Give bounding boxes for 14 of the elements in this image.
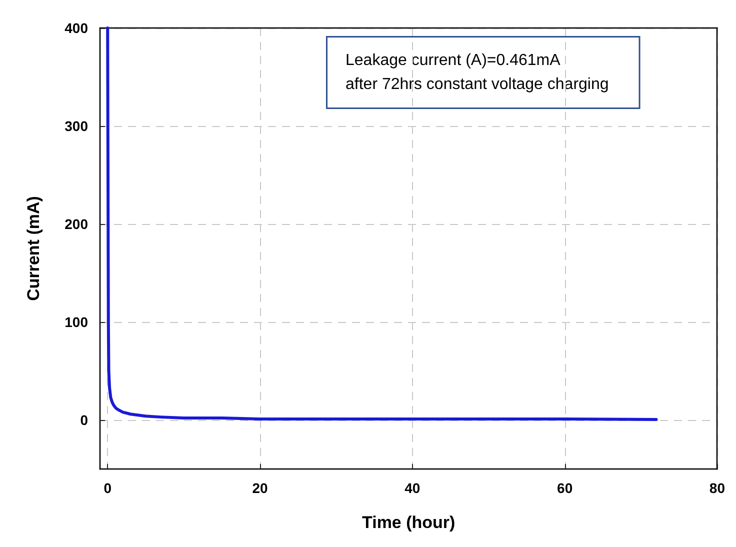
y-tick-label: 0 — [80, 412, 88, 428]
annotation: Leakage current (A)=0.461mA after 72hrs constant voltage charging — [346, 52, 609, 93]
x-tick-label: 20 — [252, 480, 268, 496]
y-tick-label: 300 — [64, 118, 88, 134]
x-tick-label: 80 — [709, 480, 726, 496]
y-tick-label: 400 — [64, 20, 88, 36]
y-tick-label: 100 — [64, 314, 88, 330]
x-tick-label: 0 — [104, 480, 112, 496]
y-tick-label: 200 — [64, 216, 88, 232]
x-tick-label: 60 — [557, 480, 573, 496]
y-axis-title: Current (mA) — [24, 196, 43, 301]
line-series — [106, 26, 658, 422]
x-tick-label: 40 — [404, 480, 420, 496]
x-axis-title: Time (hour) — [362, 513, 456, 532]
